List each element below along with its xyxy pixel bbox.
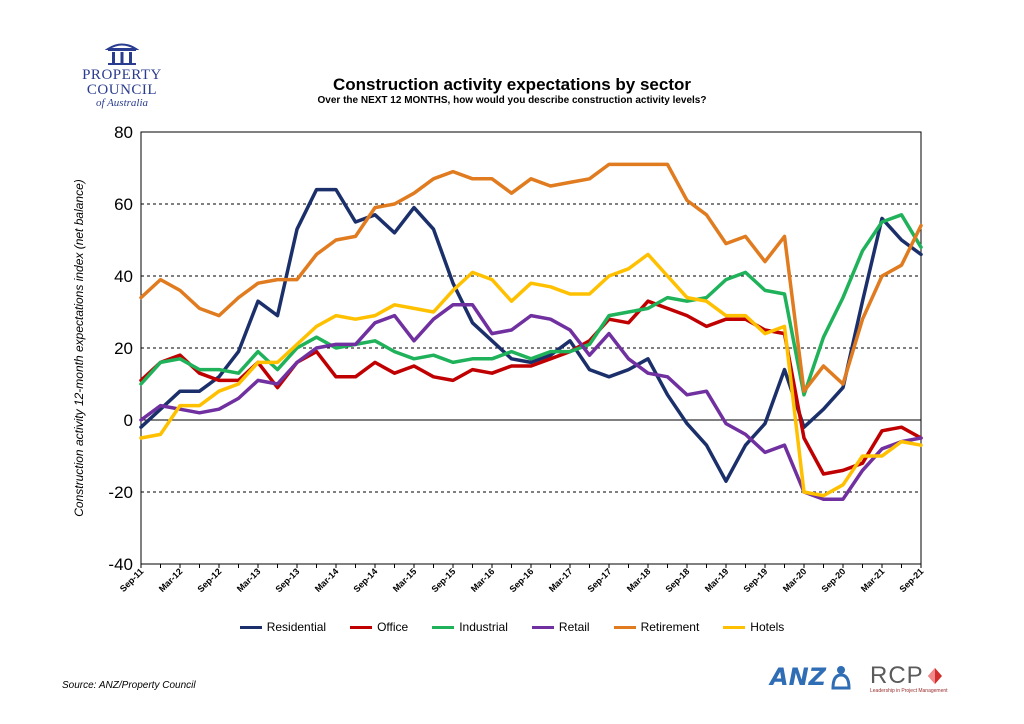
- x-tick-label: Mar-16: [469, 566, 497, 594]
- x-tick-label: Mar-14: [313, 566, 341, 594]
- x-tick-label: Sep-15: [429, 566, 457, 594]
- legend-swatch: [432, 625, 455, 629]
- chart-subtitle: Over the NEXT 12 MONTHS, how would you d…: [317, 95, 707, 106]
- anz-logo: ANZ: [770, 663, 852, 691]
- rcp-diamond-icon: [927, 668, 942, 684]
- series-line-hotels: [139, 252, 923, 498]
- source-note: Source: ANZ/Property Council: [62, 680, 196, 691]
- y-tick-label: 60: [114, 195, 133, 214]
- legend: Residential Office Industrial Retail Ret…: [0, 620, 1024, 634]
- x-tick-label: Mar-20: [781, 566, 809, 594]
- legend-item-hotels: Hotels: [723, 620, 784, 634]
- legend-item-residential: Residential: [239, 620, 327, 634]
- legend-label: Retail: [558, 620, 590, 634]
- building-icon: [105, 43, 139, 65]
- y-tick-label: 0: [124, 411, 133, 430]
- x-tick-label: Mar-19: [703, 566, 731, 594]
- legend-swatch: [531, 625, 554, 629]
- chart-title: Construction activity expectations by se…: [332, 75, 692, 94]
- x-tick-label: Sep-14: [351, 566, 379, 594]
- x-tick-label: Mar-13: [235, 566, 263, 594]
- legend-swatch: [613, 625, 636, 629]
- legend-item-industrial: Industrial: [432, 620, 508, 634]
- rcp-tagline: Leadership in Project Management: [870, 688, 948, 694]
- logo-line-1: PROPERTY: [82, 67, 162, 83]
- legend-label: Hotels: [750, 620, 785, 634]
- y-tick-label: -20: [108, 483, 133, 502]
- series-line-retirement: [139, 162, 923, 393]
- y-tick-label: -40: [108, 555, 133, 574]
- logo-line-3: of Australia: [95, 97, 149, 109]
- anz-wordmark: ANZ: [770, 663, 827, 691]
- legend-label: Office: [377, 620, 409, 634]
- anz-person-icon: [831, 666, 851, 690]
- series-line-retail: [139, 303, 923, 501]
- legend-item-retail: Retail: [531, 620, 590, 634]
- x-tick-label: Sep-13: [273, 566, 301, 594]
- property-council-logo: PROPERTY COUNCIL of Australia: [62, 40, 182, 110]
- y-tick-label: 40: [114, 267, 133, 286]
- x-tick-label: Sep-17: [585, 566, 613, 594]
- x-tick-label: Mar-17: [547, 566, 575, 594]
- legend-item-office: Office: [350, 620, 408, 634]
- x-tick-label: Mar-21: [859, 566, 887, 594]
- x-tick-label: Sep-21: [897, 566, 925, 594]
- legend-label: Residential: [266, 620, 327, 634]
- logo-line-2: COUNCIL: [86, 82, 158, 98]
- x-tick-label: Sep-12: [195, 566, 223, 594]
- x-tick-label: Sep-16: [507, 566, 535, 594]
- x-tick-label: Sep-18: [663, 566, 691, 594]
- legend-swatch: [350, 625, 373, 629]
- rcp-logo: RCP Leadership in Project Management: [870, 662, 948, 694]
- y-tick-label: 20: [114, 339, 133, 358]
- x-tick-label: Mar-12: [157, 566, 185, 594]
- x-tick-label: Mar-18: [625, 566, 653, 594]
- legend-swatch: [239, 625, 262, 629]
- legend-swatch: [723, 625, 746, 629]
- rcp-wordmark: RCP: [870, 662, 924, 689]
- legend-label: Retirement: [640, 620, 700, 634]
- legend-label: Industrial: [459, 620, 508, 634]
- x-tick-label: Sep-20: [819, 566, 847, 594]
- legend-item-retirement: Retirement: [613, 620, 700, 634]
- y-tick-label: 80: [114, 123, 133, 142]
- x-tick-label: Mar-15: [391, 566, 419, 594]
- x-tick-label: Sep-19: [741, 566, 769, 594]
